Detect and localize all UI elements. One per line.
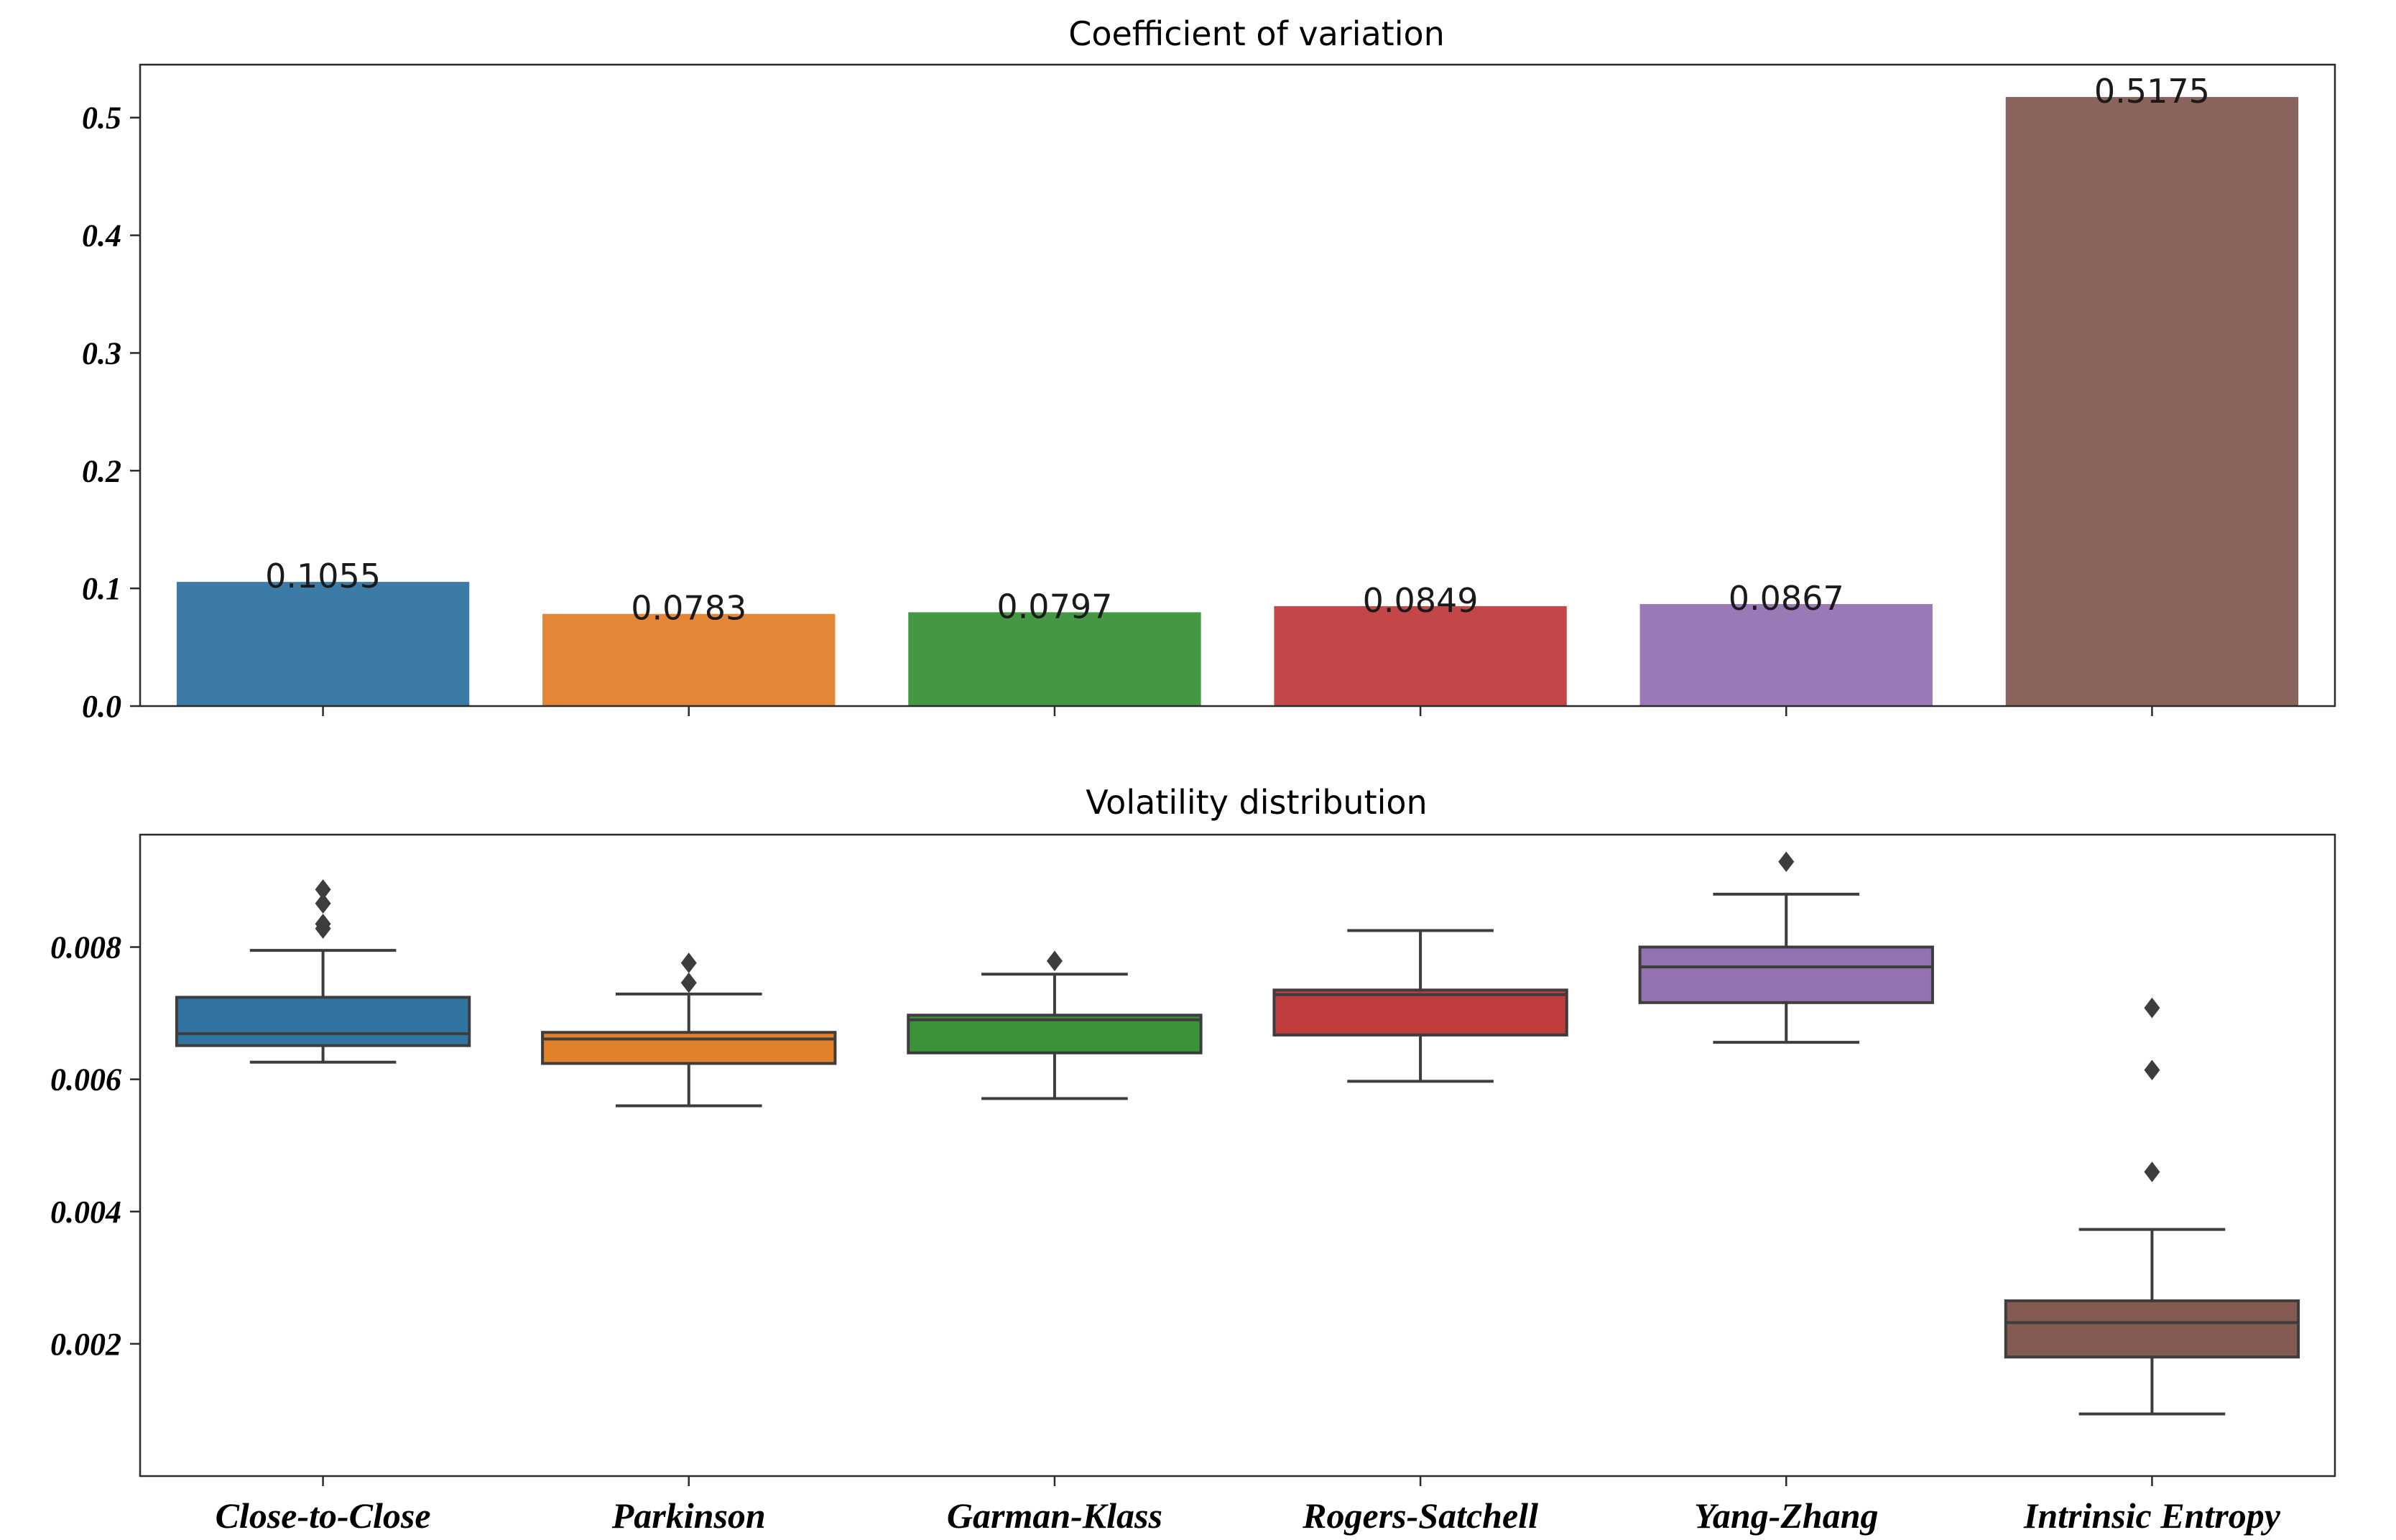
bar-chart-y-axis: 0.0 0.1 0.2 0.3 0.4 0.5: [82, 101, 2153, 724]
box-outlier: [680, 972, 697, 993]
x-tick-label: Close-to-Close: [216, 1495, 431, 1536]
bar-y-tick-label: 0.3: [82, 335, 121, 371]
box-y-tick-label: 0.004: [50, 1195, 121, 1230]
bar-chart-title: Coefficient of variation: [1068, 14, 1445, 53]
bar-value-label: 0.0783: [631, 589, 746, 628]
box-plot-x-axis: Close-to-Close Parkinson Garman-Klass Roger…: [216, 1476, 2281, 1536]
x-tick-label: Rogers-Satchell: [1302, 1495, 1538, 1536]
x-tick-label: Intrinsic Entropy: [2023, 1495, 2281, 1536]
bar-chart-marks: 0.1055 0.0783 0.0797 0.0849 0.0867 0.5175: [176, 72, 2299, 706]
box-outlier: [680, 952, 697, 973]
box-4: [1272, 988, 1568, 1036]
box-outlier: [1046, 950, 1063, 972]
box-outlier: [315, 879, 331, 900]
box-outlier: [2144, 1059, 2160, 1081]
bar-y-tick-label: 0.5: [82, 101, 121, 136]
box-2: [541, 1031, 837, 1065]
bar-4: [1274, 606, 1567, 706]
box-outlier: [2144, 997, 2160, 1019]
bar-y-tick-label: 0.1: [82, 571, 121, 606]
bar-2: [542, 613, 836, 706]
box-3: [907, 1013, 1203, 1054]
bar-value-label: 0.0849: [1363, 581, 1479, 620]
bar-3: [908, 612, 1201, 706]
box-outlier: [315, 893, 331, 914]
box-plot-y-axis: 0.002 0.004 0.006 0.008: [50, 930, 140, 1362]
bar-value-label: 0.1055: [265, 557, 381, 595]
x-tick-label: Parkinson: [611, 1495, 766, 1536]
box-outlier: [2144, 1161, 2160, 1182]
bar-chart-frame: [139, 63, 2336, 708]
bar-5: [1639, 603, 1933, 706]
x-tick-label: Garman-Klass: [947, 1495, 1162, 1536]
box-plot-panel: Volatility distribution 0.0020.0040.0060…: [50, 783, 2336, 1536]
box-plot-marks: [175, 851, 2300, 1416]
box-y-tick-label: 0.002: [50, 1327, 121, 1362]
bar-y-tick-label: 0.2: [82, 453, 121, 488]
bar-y-tick-label: 0.4: [82, 218, 121, 254]
box-y-tick-label: 0.006: [50, 1062, 121, 1098]
bar-y-tick-label: 0.0: [82, 689, 121, 724]
bar-value-label: 0.0867: [1729, 579, 1844, 618]
box-outlier: [1778, 851, 1795, 873]
x-tick-label: Yang-Zhang: [1694, 1495, 1879, 1536]
box-1: [175, 996, 471, 1047]
box-y-tick-label: 0.008: [50, 930, 121, 965]
bar-value-label: 0.5175: [2094, 72, 2210, 111]
bar-1: [176, 582, 470, 706]
box-plot-frame: [139, 833, 2336, 1478]
box-outlier: [315, 913, 331, 934]
box-5: [1638, 945, 1934, 1004]
bar-value-label: 0.0797: [996, 587, 1112, 626]
box-plot-title: Volatility distribution: [1086, 783, 1427, 822]
bar-6: [2005, 97, 2299, 706]
box-6: [2004, 1299, 2300, 1359]
